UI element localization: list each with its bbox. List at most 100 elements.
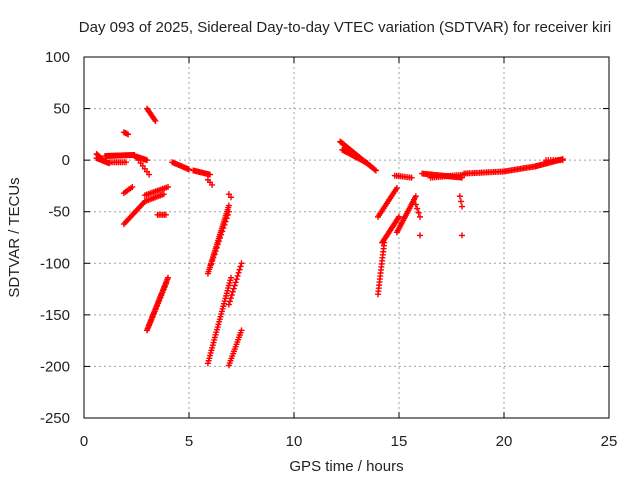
data-point [186,166,192,173]
data-point [209,257,216,264]
data-point [225,301,232,308]
x-tick-label: 20 [496,433,513,450]
y-tick-label: -250 [40,410,70,427]
data-point [129,183,136,190]
data-point [226,298,233,305]
data-point [148,316,155,323]
data-points [93,105,566,369]
data-point [223,215,230,222]
data-point [160,286,167,293]
data-point [153,302,160,309]
data-point [417,213,423,220]
data-point [162,280,169,287]
data-point [155,300,162,307]
data-point [207,264,213,271]
data-point [228,292,235,299]
data-point [372,167,379,174]
data-point [231,282,238,289]
data-point [222,218,229,225]
data-point [224,211,231,218]
y-tick-label: -100 [40,255,70,272]
data-point [209,181,216,188]
data-point [459,232,465,239]
data-point [151,308,158,315]
data-point [125,131,132,138]
data-point [214,241,221,248]
data-point [396,213,402,220]
x-tick-label: 10 [286,433,303,450]
data-point [152,305,159,312]
data-point [211,251,218,258]
data-point [149,313,156,320]
x-tick-label: 0 [80,433,88,450]
data-point [225,208,232,215]
data-point [147,319,154,326]
data-point [414,205,421,212]
data-point [160,191,167,198]
data-point [213,244,220,251]
data-point [162,211,169,218]
data-point [220,225,227,232]
data-point [456,193,463,200]
data-point [225,191,232,198]
data-point [156,297,163,304]
data-point [230,285,237,292]
data-point [412,193,419,200]
data-point [238,260,245,267]
data-point [457,198,464,205]
data-point [412,201,419,208]
data-point [559,157,566,164]
data-point [229,288,236,295]
y-tick-label: 100 [45,49,70,66]
data-point [152,117,159,124]
data-point [159,289,166,296]
data-point [236,266,243,273]
y-tick-label: 50 [53,101,70,118]
x-tick-label: 5 [185,433,193,450]
data-point [161,283,168,290]
data-point [225,202,232,209]
x-tick-label: 15 [391,433,408,450]
data-point [208,261,215,268]
data-point [393,184,400,191]
data-point [235,269,242,276]
data-point [146,322,153,329]
data-point [234,272,241,279]
data-point [233,276,240,283]
plot-frame [83,56,610,419]
data-point [221,221,228,228]
data-point [417,232,423,239]
y-tick-label: -50 [48,204,70,221]
chart-title: Day 093 of 2025, Sidereal Day-to-day VTE… [79,19,611,36]
data-point [219,228,226,235]
data-point [123,159,129,166]
data-point [408,174,415,181]
data-point [144,157,150,164]
data-point [212,248,219,255]
y-tick-label: -150 [40,307,70,324]
data-point [210,254,217,261]
data-point [99,157,106,164]
data-point [146,171,153,178]
data-point [215,238,222,245]
data-point [459,203,465,210]
data-point [232,279,239,286]
y-tick-label: 0 [62,152,70,169]
y-tick-label: -200 [40,358,70,375]
data-point [99,156,105,163]
data-point [218,231,225,238]
data-point [157,294,164,301]
data-point [217,234,224,241]
grid-lines [84,57,609,418]
data-point [228,274,234,281]
data-point [207,171,213,178]
data-point [228,194,234,201]
axis-ticks: 0 5 10 15 20 25 100 50 0 -50 -100 -150 -200 -250 [40,49,617,450]
data-point [150,311,157,318]
x-tick-label: 25 [601,433,618,450]
data-point [371,166,378,173]
data-point [165,274,171,281]
data-point [237,263,244,270]
x-axis-label: GPS time / hours [289,458,403,475]
